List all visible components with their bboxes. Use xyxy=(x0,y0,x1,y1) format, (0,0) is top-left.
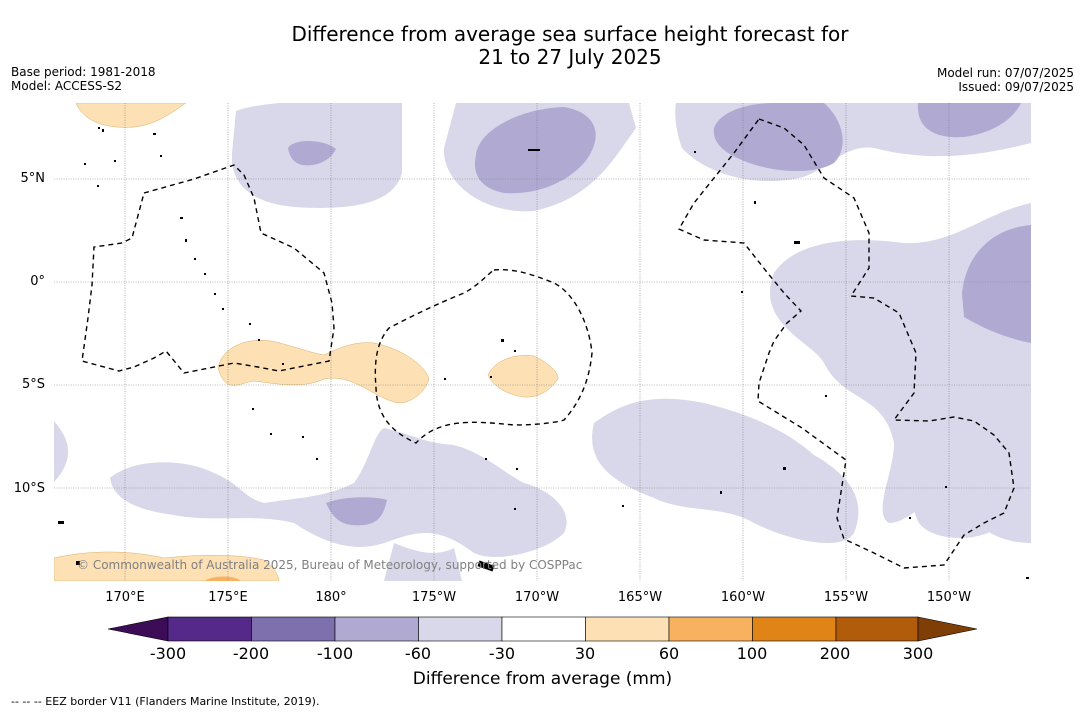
lon-label-180: 180° xyxy=(315,590,347,605)
lon-label-170e: 170°E xyxy=(105,590,145,605)
colorbar-tick: 300 xyxy=(902,644,934,663)
map-title-line1: Difference from average sea surface heig… xyxy=(291,22,849,46)
colorbar-segment-1 xyxy=(167,616,252,642)
base-period: Base period: 1981-2018 xyxy=(11,65,156,79)
colorbar-segment-2 xyxy=(251,616,336,642)
lon-label-150w: 150°W xyxy=(926,590,972,605)
copyright-text: © Commonwealth of Australia 2025, Bureau… xyxy=(77,558,583,572)
colorbar-tick: -60 xyxy=(404,644,432,663)
colorbar-tick: -300 xyxy=(149,644,187,663)
lon-label-175e: 175°E xyxy=(208,590,248,605)
colorbar-tick: 200 xyxy=(819,644,851,663)
gridlines xyxy=(54,103,1031,581)
lon-label-155w: 155°W xyxy=(823,590,869,605)
lat-label-0: 0° xyxy=(30,274,45,289)
colorbar-extend-high xyxy=(917,616,978,642)
meta-left: Base period: 1981-2018 Model: ACCESS-S2 xyxy=(11,65,156,93)
lon-label-165w: 165°W xyxy=(617,590,663,605)
lon-label-170w: 170°W xyxy=(514,590,560,605)
colorbar-segment-9 xyxy=(835,616,919,642)
lon-label-160w: 160°W xyxy=(720,590,766,605)
colorbar-segment-6 xyxy=(585,616,670,642)
colorbar-tick: -100 xyxy=(316,644,354,663)
colorbar-label: Difference from average (mm) xyxy=(412,669,673,689)
colorbar-tick: 60 xyxy=(658,644,680,663)
colorbar-tick: -200 xyxy=(232,644,270,663)
anomaly-pos-60-100 xyxy=(204,576,241,581)
colorbar-segment-8 xyxy=(752,616,837,642)
sea-height-map[interactable] xyxy=(54,103,1031,581)
lat-label-5n: 5°N xyxy=(20,171,46,186)
anomaly-neg-60-100 xyxy=(288,103,1031,526)
lat-label-10s: 10°S xyxy=(13,481,45,496)
island-specks xyxy=(58,127,1029,579)
model-name: Model: ACCESS-S2 xyxy=(11,79,123,93)
colorbar-segment-3 xyxy=(334,616,419,642)
model-run: Model run: 07/07/2025 xyxy=(936,66,1074,80)
eez-legend-note: -- -- -- EEZ border V11 (Flanders Marine… xyxy=(11,695,320,708)
map-title-line2: 21 to 27 July 2025 xyxy=(478,45,662,69)
colorbar-tick: 100 xyxy=(736,644,768,663)
meta-right: Model run: 07/07/2025 Issued: 09/07/2025 xyxy=(937,66,1074,94)
colorbar-tick: -30 xyxy=(488,644,516,663)
lat-label-5s: 5°S xyxy=(21,377,45,392)
colorbar-segment-7 xyxy=(668,616,753,642)
issued-date: Issued: 09/07/2025 xyxy=(958,80,1074,94)
colorbar-tick: 30 xyxy=(574,644,596,663)
colorbar-extend-low xyxy=(107,616,169,642)
colorbar-segment-5 xyxy=(501,616,586,642)
eez-borders xyxy=(81,118,1015,569)
colorbar-segment-4 xyxy=(418,616,503,642)
lon-label-175w: 175°W xyxy=(411,590,457,605)
